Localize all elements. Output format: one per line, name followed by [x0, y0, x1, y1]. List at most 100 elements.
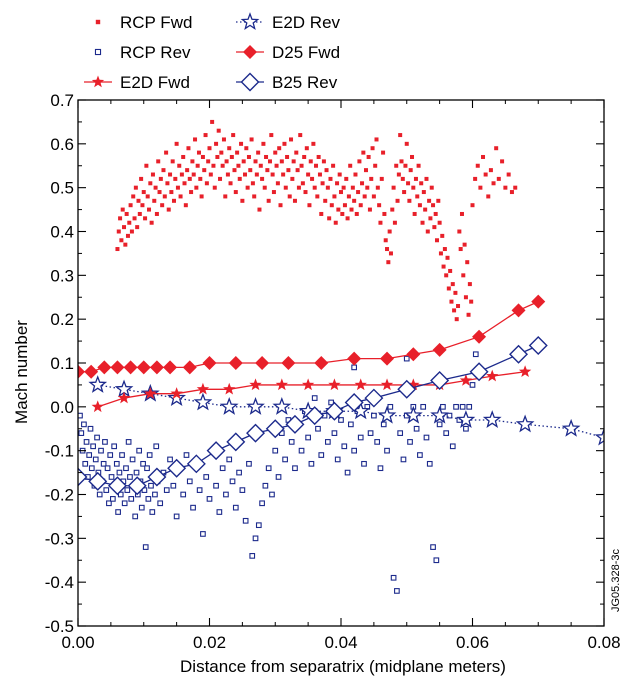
data-point-rcp-fwd	[349, 207, 354, 212]
data-point-rcp-rev	[167, 456, 173, 463]
y-tick-label: -0.2	[45, 486, 74, 505]
data-point-rcp-fwd	[119, 238, 124, 243]
data-point-rcp-fwd	[383, 238, 388, 243]
data-point-e2d-rev	[193, 392, 213, 411]
data-point-e2d-rev	[403, 405, 423, 424]
y-tick-label: -0.1	[45, 442, 74, 461]
data-point-e2d-fwd	[170, 387, 183, 399]
x-tick-label: 0.02	[193, 633, 226, 652]
data-point-rcp-fwd	[444, 273, 449, 278]
data-point-rcp-rev	[377, 465, 384, 472]
data-point-rcp-fwd	[387, 229, 392, 234]
data-point-d25-fwd	[182, 360, 197, 375]
series-b25-rev	[78, 335, 548, 496]
data-point-rcp-fwd	[348, 163, 353, 168]
data-point-rcp-fwd	[137, 211, 142, 216]
data-point-d25-fwd	[281, 356, 296, 370]
data-point-rcp-fwd	[115, 247, 120, 252]
data-point-rcp-rev	[331, 430, 338, 436]
data-point-rcp-rev	[129, 456, 136, 463]
data-point-rcp-fwd	[303, 190, 308, 195]
data-point-rcp-fwd	[336, 207, 341, 212]
data-point-b25-rev	[285, 414, 305, 434]
data-point-rcp-fwd	[196, 150, 201, 155]
data-point-rcp-fwd	[273, 150, 278, 155]
data-point-rcp-rev	[138, 504, 145, 511]
y-tick-label: -0.5	[45, 617, 74, 636]
data-point-rcp-fwd	[353, 172, 358, 177]
data-point-rcp-rev	[229, 478, 236, 485]
data-point-rcp-rev	[146, 452, 153, 458]
data-point-rcp-fwd	[135, 225, 140, 230]
data-point-rcp-fwd	[243, 172, 248, 177]
data-point-rcp-fwd	[415, 194, 420, 199]
data-point-d25-fwd	[511, 303, 526, 318]
data-point-rcp-fwd	[199, 194, 204, 199]
data-point-b25-rev	[127, 476, 147, 496]
data-point-rcp-rev	[186, 478, 193, 485]
data-point-rcp-fwd	[252, 194, 257, 199]
data-point-d25-fwd	[97, 360, 112, 375]
data-point-rcp-fwd	[240, 198, 245, 203]
data-point-rcp-rev	[180, 491, 187, 498]
data-point-rcp-rev	[117, 491, 124, 498]
data-point-rcp-fwd	[315, 194, 320, 199]
data-point-d25-fwd	[531, 294, 546, 309]
data-point-rcp-fwd	[341, 185, 346, 190]
data-point-d25-fwd	[406, 347, 421, 362]
data-point-rcp-rev	[223, 491, 229, 498]
data-point-rcp-rev	[430, 544, 436, 550]
data-point-rcp-fwd	[345, 216, 350, 221]
data-point-rcp-rev	[132, 513, 139, 520]
data-point-rcp-fwd	[427, 198, 432, 203]
legend-item-e2d-rev: E2D Rev	[236, 12, 341, 32]
data-point-rcp-rev	[173, 513, 180, 520]
data-point-rcp-fwd	[395, 198, 400, 203]
data-point-rcp-fwd	[332, 194, 337, 199]
data-point-rcp-fwd	[467, 282, 472, 287]
data-point-rcp-rev	[252, 535, 259, 542]
data-point-rcp-fwd	[404, 141, 409, 146]
data-point-rcp-fwd	[143, 216, 148, 221]
data-point-rcp-fwd	[440, 233, 445, 238]
data-point-rcp-fwd	[335, 181, 340, 186]
data-point-rcp-fwd	[382, 211, 387, 216]
data-point-rcp-rev	[90, 443, 96, 450]
data-point-rcp-fwd	[450, 282, 455, 287]
data-point-rcp-fwd	[283, 185, 288, 190]
data-point-b25-rev	[265, 419, 285, 439]
data-point-rcp-fwd	[170, 159, 175, 164]
data-point-e2d-fwd	[518, 365, 532, 378]
data-point-rcp-fwd	[346, 194, 351, 199]
data-point-rcp-fwd	[179, 172, 184, 177]
data-point-rcp-fwd	[231, 133, 236, 138]
data-point-rcp-fwd	[328, 176, 333, 181]
data-point-rcp-fwd	[378, 220, 383, 225]
data-point-e2d-rev	[430, 405, 449, 424]
data-point-rcp-fwd	[398, 133, 403, 138]
data-point-rcp-rev	[98, 447, 104, 454]
data-point-d25-fwd	[84, 364, 99, 379]
data-point-rcp-fwd	[360, 181, 365, 186]
legend-item-d25-fwd: D25 Fwd	[236, 43, 340, 62]
data-point-rcp-fwd	[204, 181, 209, 186]
data-point-e2d-fwd	[249, 378, 262, 391]
data-point-rcp-rev	[92, 456, 99, 463]
data-point-rcp-rev	[269, 491, 275, 498]
data-point-rcp-fwd	[153, 185, 158, 190]
data-point-rcp-fwd	[370, 146, 375, 151]
data-point-rcp-rev	[100, 460, 107, 467]
data-point-d25-fwd	[472, 329, 487, 344]
data-point-d25-fwd	[163, 360, 178, 375]
data-point-rcp-fwd	[132, 216, 137, 221]
data-point-rcp-rev	[417, 452, 423, 458]
data-point-rcp-fwd	[127, 220, 132, 225]
data-point-rcp-fwd	[337, 172, 342, 177]
data-point-rcp-rev	[142, 544, 149, 550]
data-point-rcp-fwd	[214, 141, 219, 146]
data-point-rcp-fwd	[457, 229, 462, 234]
data-point-e2d-fwd	[117, 391, 131, 404]
data-point-rcp-rev	[282, 456, 288, 463]
data-point-rcp-rev	[394, 588, 400, 594]
